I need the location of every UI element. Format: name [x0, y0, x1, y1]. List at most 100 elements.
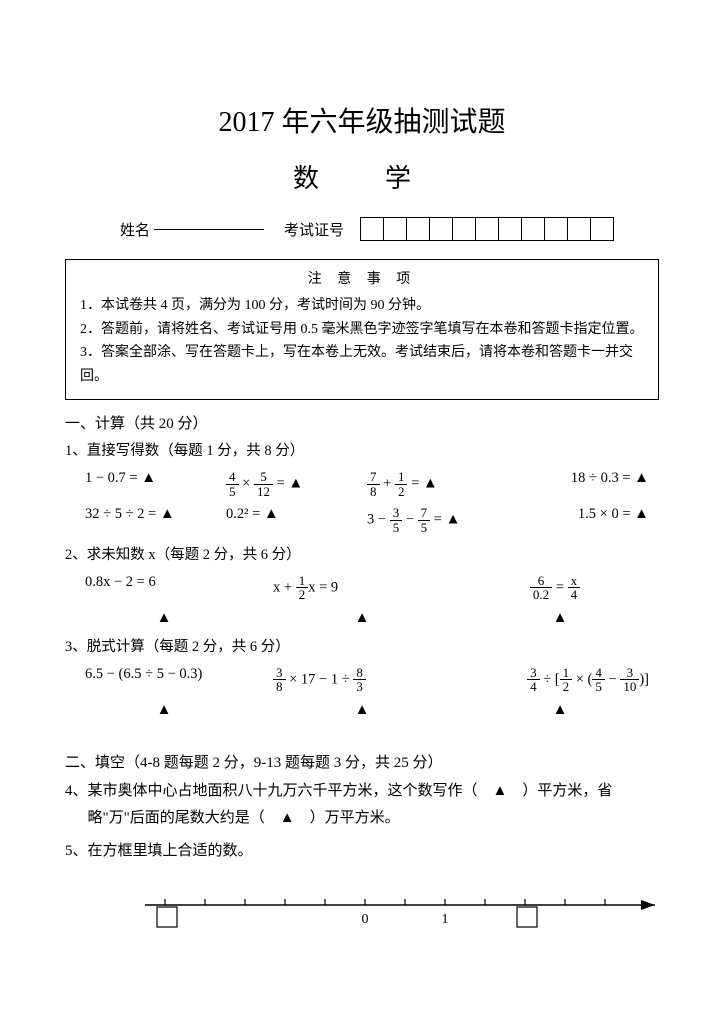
frac-d: 8: [273, 680, 286, 694]
examno-box[interactable]: [429, 217, 452, 241]
exam-title: 2017 年六年级抽测试题: [65, 100, 659, 140]
frac-n: 3: [273, 666, 286, 681]
frac-d: 4: [568, 588, 581, 602]
q1a: 1 − 0.7 =: [85, 470, 141, 486]
frac-d: 2: [296, 588, 309, 602]
txt: −: [605, 671, 620, 687]
frac-n: 5: [254, 470, 273, 485]
eq: =: [407, 475, 422, 491]
examno-box[interactable]: [544, 217, 567, 241]
answer-mark: ▲: [553, 702, 568, 719]
svg-text:0: 0: [362, 912, 369, 927]
answer-mark: ▲: [634, 470, 649, 486]
q2a: 0.8x − 2 = 6: [85, 574, 156, 590]
q1-row2: 32 ÷ 5 ÷ 2 = ▲ 0.2² = ▲ 3 − 35 − 75 = ▲ …: [65, 506, 659, 534]
frac-d: 5: [418, 521, 431, 535]
frac-n: 6: [530, 574, 552, 589]
eq: =: [430, 512, 445, 528]
frac-d: 2: [395, 485, 408, 499]
op: ×: [239, 475, 254, 491]
frac-n: 1: [560, 666, 573, 681]
txt: x = 9: [308, 579, 338, 595]
txt: ÷ [: [540, 671, 560, 687]
frac-n: 7: [418, 506, 431, 521]
frac-n: 4: [592, 666, 605, 681]
frac-d: 2: [560, 680, 573, 694]
examno-box[interactable]: [452, 217, 475, 241]
txt: × (: [572, 671, 592, 687]
frac-n: 8: [353, 666, 366, 681]
q3-answers: ▲ ▲ ▲: [65, 702, 659, 719]
q1-title: 1、直接写得数（每题 1 分，共 8 分）: [65, 439, 659, 460]
examno-label: 考试证号: [284, 219, 344, 240]
q3-row: 6.5 − (6.5 ÷ 5 − 0.3) 38 × 17 − 1 ÷ 83 3…: [65, 666, 659, 694]
answer-mark: ▲: [446, 512, 461, 528]
frac-d: 3: [353, 680, 366, 694]
frac-d: 10: [620, 680, 639, 694]
name-blank[interactable]: [154, 229, 264, 230]
q1f: 0.2² =: [226, 506, 264, 522]
txt: 3 −: [367, 512, 390, 528]
q1-row1: 1 − 0.7 = ▲ 45 × 512 = ▲ 78 + 12 = ▲ 18 …: [65, 470, 659, 498]
examno-boxes[interactable]: [360, 217, 614, 241]
q1e: 32 ÷ 5 ÷ 2 =: [85, 506, 160, 522]
identity-row: 姓名 考试证号: [65, 217, 659, 241]
txt: × 17 − 1 ÷: [286, 671, 354, 687]
q3-title: 3、脱式计算（每题 2 分，共 6 分）: [65, 635, 659, 656]
section-2: 二、填空（4-8 题每题 2 分，9-13 题每题 3 分，共 25 分）: [65, 751, 659, 772]
answer-mark: ▲: [355, 702, 370, 719]
name-label: 姓名: [120, 219, 150, 240]
eq: =: [552, 579, 567, 595]
answer-mark: ▲: [553, 610, 568, 627]
txt: x +: [273, 579, 296, 595]
answer-mark: ▲: [355, 610, 370, 627]
answer-mark: ▲: [423, 475, 438, 491]
answer-mark: ▲: [157, 702, 172, 719]
notice-item: 3．答案全部涂、写在答题卡上，写在本卷上无效。考试结束后，请将本卷和答题卡一并交…: [80, 341, 644, 389]
examno-box[interactable]: [521, 217, 544, 241]
examno-box[interactable]: [567, 217, 590, 241]
frac-d: 5: [226, 485, 239, 499]
q5: 5、在方框里填上合适的数。: [65, 838, 659, 865]
frac-d: 12: [254, 485, 273, 499]
notice-item: 1．本试卷共 4 页，满分为 100 分，考试时间为 90 分钟。: [80, 294, 644, 318]
examno-box[interactable]: [590, 217, 614, 241]
eq: =: [273, 475, 288, 491]
q4: 4、某市奥体中心占地面积八十九万六千平方米，这个数写作（ ▲ ）平方米，省略"万…: [65, 778, 659, 832]
examno-box[interactable]: [498, 217, 521, 241]
q3a: 6.5 − (6.5 ÷ 5 − 0.3): [85, 666, 202, 682]
answer-mark: ▲: [157, 610, 172, 627]
answer-mark: ▲: [160, 506, 175, 522]
frac-d: 5: [592, 680, 605, 694]
examno-box[interactable]: [475, 217, 498, 241]
frac-n: x: [568, 574, 581, 589]
section-1: 一、计算（共 20 分）: [65, 412, 659, 433]
q2-answers: ▲ ▲ ▲: [65, 610, 659, 627]
answer-mark: ▲: [634, 506, 649, 522]
subject-title: 数 学: [65, 158, 659, 195]
op: +: [380, 475, 395, 491]
frac-d: 4: [527, 680, 540, 694]
q1h: 1.5 × 0 =: [578, 506, 634, 522]
frac-n: 3: [390, 506, 403, 521]
txt: )]: [639, 671, 649, 687]
examno-box[interactable]: [383, 217, 406, 241]
frac-n: 1: [395, 470, 408, 485]
op: −: [402, 512, 417, 528]
frac-d: 5: [390, 521, 403, 535]
examno-box[interactable]: [360, 217, 383, 241]
svg-text:1: 1: [442, 912, 449, 927]
frac-n: 3: [527, 666, 540, 681]
answer-mark: ▲: [288, 475, 303, 491]
answer-mark: ▲: [141, 470, 156, 486]
q2-title: 2、求未知数 x（每题 2 分，共 6 分）: [65, 543, 659, 564]
q2-row: 0.8x − 2 = 6 x + 12x = 9 60.2 = x4: [65, 574, 659, 602]
examno-box[interactable]: [406, 217, 429, 241]
notice-item: 2．答题前，请将姓名、考试证号用 0.5 毫米黑色字迹签字笔填写在本卷和答题卡指…: [80, 318, 644, 342]
frac-d: 0.2: [530, 588, 552, 602]
frac-n: 1: [296, 574, 309, 589]
frac-n: 7: [367, 470, 380, 485]
number-line: 01: [105, 875, 659, 935]
notice-title: 注 意 事 项: [80, 268, 644, 292]
q1d: 18 ÷ 0.3 =: [571, 470, 634, 486]
